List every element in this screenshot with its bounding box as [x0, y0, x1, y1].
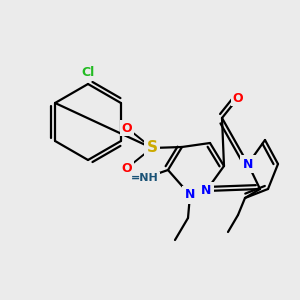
Text: N: N — [201, 184, 211, 197]
Text: N: N — [185, 188, 195, 202]
Text: O: O — [233, 92, 243, 104]
Text: Cl: Cl — [81, 65, 94, 79]
Text: =NH: =NH — [131, 173, 159, 183]
Text: O: O — [122, 161, 132, 175]
Text: S: S — [146, 140, 158, 155]
Text: O: O — [122, 122, 132, 134]
Text: N: N — [243, 158, 253, 170]
